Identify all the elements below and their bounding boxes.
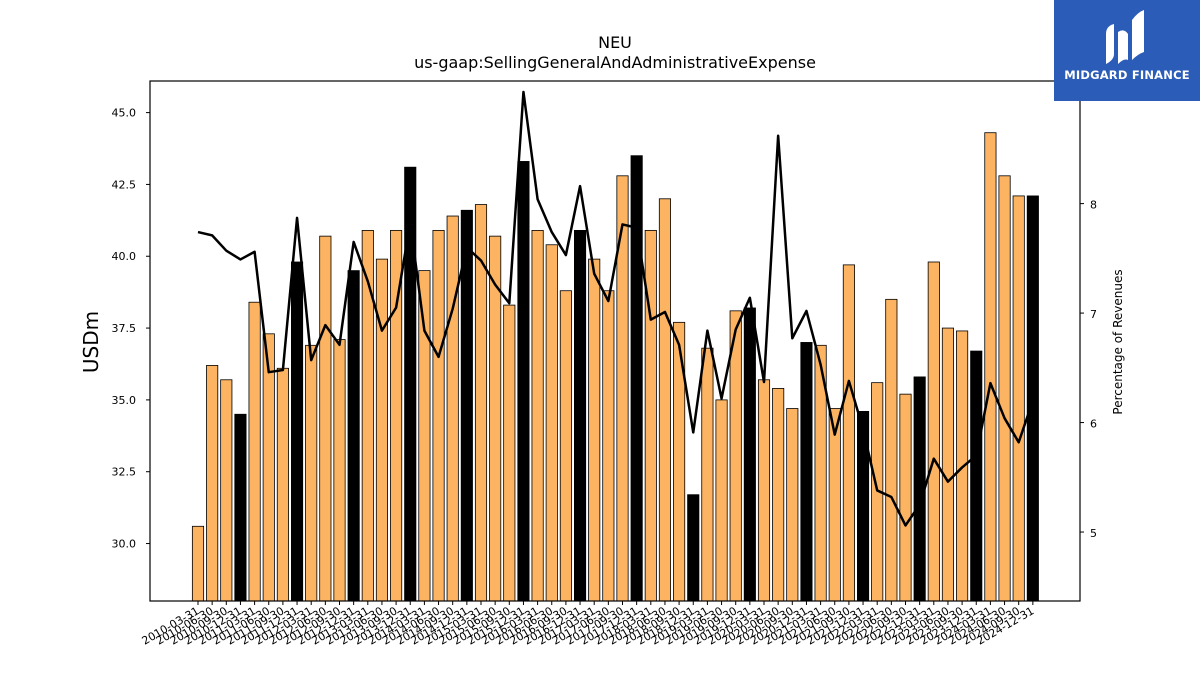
- y-tick-label: 40.0: [112, 250, 137, 263]
- y-axis-label: USDm: [79, 311, 103, 373]
- x-axis: 2010-03-312010-06-302010-09-302010-12-31…: [140, 601, 1036, 648]
- bar: [446, 215, 459, 602]
- bar: [786, 408, 799, 602]
- y-tick-label: 32.5: [112, 466, 137, 479]
- plot-frame: [149, 80, 1081, 602]
- bar: [319, 235, 332, 602]
- chart-title: NEU: [598, 33, 632, 52]
- bar: [1012, 195, 1025, 602]
- midgard-finance-logo: MIDGARD FINANCE: [1054, 0, 1200, 101]
- y-axis: 30.0 32.5 35.0 37.5 40.0 42.5 45.0: [112, 107, 150, 551]
- bar: [857, 410, 870, 602]
- bar: [630, 155, 643, 602]
- bars-layer: [191, 132, 1039, 602]
- bar: [984, 132, 997, 602]
- y-tick-label: 30.0: [112, 538, 137, 551]
- bar: [290, 261, 304, 602]
- y2-tick-label: 6: [1090, 418, 1097, 431]
- bar: [715, 399, 728, 602]
- bar: [191, 525, 205, 602]
- bar: [970, 350, 983, 602]
- bar: [347, 270, 360, 602]
- bar: [899, 393, 912, 602]
- bar: [248, 301, 261, 602]
- line-layer: [197, 90, 1035, 527]
- bar: [276, 367, 289, 602]
- bar: [998, 175, 1011, 602]
- bar: [559, 290, 572, 602]
- bar: [432, 229, 445, 602]
- bar: [701, 347, 714, 602]
- bar: [517, 161, 530, 602]
- bar: [503, 304, 516, 602]
- bar: [800, 342, 813, 602]
- percentage-line: [197, 90, 1035, 527]
- bar: [757, 379, 771, 602]
- bar: [305, 344, 318, 602]
- y2-tick-label: 8: [1090, 199, 1097, 212]
- y2-tick-label: 7: [1090, 308, 1097, 321]
- y2-tick-label: 5: [1090, 527, 1097, 540]
- bar: [1026, 195, 1039, 602]
- bar: [885, 298, 898, 602]
- bar: [927, 261, 940, 602]
- bar: [361, 229, 374, 602]
- bar: [418, 270, 431, 602]
- bar: [941, 327, 954, 602]
- bar: [474, 204, 488, 602]
- bar: [743, 307, 756, 602]
- bar: [220, 379, 233, 602]
- logo-mark-icon: [1106, 10, 1144, 64]
- bar: [574, 229, 587, 602]
- bar: [531, 229, 544, 602]
- bar: [234, 413, 247, 602]
- bar: [828, 408, 841, 602]
- y2-axis: 56789: [1080, 89, 1097, 540]
- y2-axis-label: Percentage of Revenues: [1111, 269, 1125, 414]
- bar: [375, 258, 388, 602]
- bar: [262, 333, 275, 602]
- bar: [658, 198, 671, 602]
- logo-text: MIDGARD FINANCE: [1064, 68, 1190, 82]
- bar: [206, 365, 219, 602]
- bar: [588, 258, 601, 602]
- bar: [602, 290, 615, 602]
- bar: [772, 387, 785, 602]
- chart-subtitle: us-gaap:SellingGeneralAndAdministrativeE…: [414, 53, 816, 72]
- bar: [404, 166, 417, 602]
- y-tick-label: 42.5: [112, 178, 137, 191]
- y-tick-label: 37.5: [112, 322, 137, 335]
- bar: [842, 264, 855, 602]
- bar: [545, 244, 558, 602]
- y-tick-label: 45.0: [112, 107, 137, 120]
- bar: [687, 494, 700, 602]
- y-tick-label: 35.0: [112, 394, 137, 407]
- bar: [333, 339, 346, 602]
